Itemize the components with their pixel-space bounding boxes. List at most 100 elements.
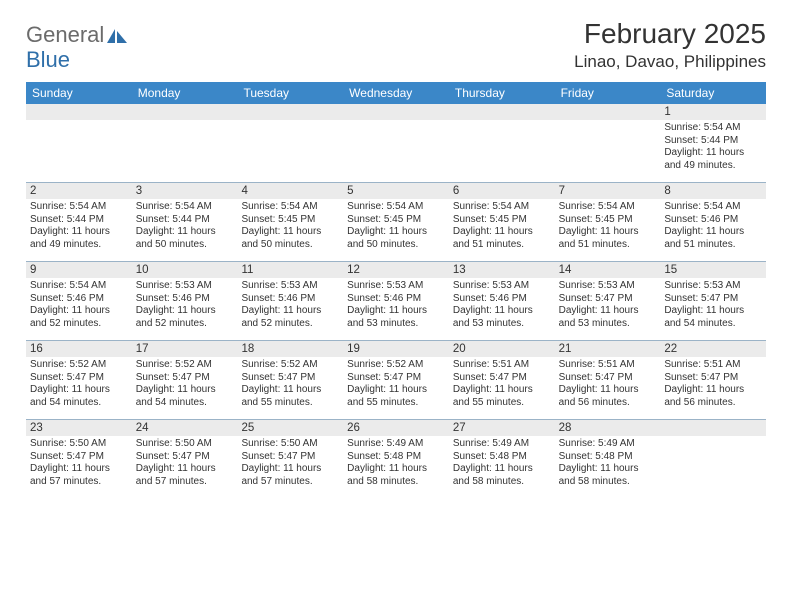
brand-logo: General Blue bbox=[26, 18, 128, 71]
day-number: 25 bbox=[237, 420, 343, 436]
daylight-text: Daylight: 11 hours and 53 minutes. bbox=[453, 305, 551, 330]
sunset-text: Sunset: 5:47 PM bbox=[664, 372, 762, 385]
day-number: 24 bbox=[132, 420, 238, 436]
daylight-text: Daylight: 11 hours and 57 minutes. bbox=[30, 463, 128, 488]
sunrise-text: Sunrise: 5:52 AM bbox=[347, 359, 445, 372]
weekday-header: Tuesday bbox=[237, 82, 343, 104]
logo-text-block: General Blue bbox=[26, 24, 128, 71]
title-block: February 2025 Linao, Davao, Philippines bbox=[574, 18, 766, 72]
calendar-day-cell: . bbox=[555, 104, 661, 182]
calendar-day-cell: 27Sunrise: 5:49 AMSunset: 5:48 PMDayligh… bbox=[449, 420, 555, 498]
sunset-text: Sunset: 5:48 PM bbox=[453, 451, 551, 464]
calendar-day-cell: . bbox=[343, 104, 449, 182]
daylight-text: Daylight: 11 hours and 49 minutes. bbox=[664, 147, 762, 172]
calendar-day-cell: 5Sunrise: 5:54 AMSunset: 5:45 PMDaylight… bbox=[343, 183, 449, 261]
day-number: 19 bbox=[343, 341, 449, 357]
daylight-text: Daylight: 11 hours and 50 minutes. bbox=[347, 226, 445, 251]
sunset-text: Sunset: 5:47 PM bbox=[664, 293, 762, 306]
weekday-header-row: Sunday Monday Tuesday Wednesday Thursday… bbox=[26, 82, 766, 104]
weekday-header: Monday bbox=[132, 82, 238, 104]
daylight-text: Daylight: 11 hours and 54 minutes. bbox=[30, 384, 128, 409]
sunrise-text: Sunrise: 5:50 AM bbox=[136, 438, 234, 451]
calendar-day-cell: 2Sunrise: 5:54 AMSunset: 5:44 PMDaylight… bbox=[26, 183, 132, 261]
day-number: 4 bbox=[237, 183, 343, 199]
sunset-text: Sunset: 5:47 PM bbox=[453, 372, 551, 385]
day-number: 12 bbox=[343, 262, 449, 278]
sunset-text: Sunset: 5:45 PM bbox=[559, 214, 657, 227]
calendar-week-row: 2 Sunrise: 5:54 AM Sunset: 5:44 PM Daylight… bbox=[26, 182, 766, 261]
sunset-text: Sunset: 5:48 PM bbox=[559, 451, 657, 464]
sunrise-text: Sunrise: 5:52 AM bbox=[241, 359, 339, 372]
day-number: . bbox=[26, 104, 132, 120]
sunset-text: Sunset: 5:47 PM bbox=[136, 372, 234, 385]
sunset-text: Sunset: 5:46 PM bbox=[136, 293, 234, 306]
day-number: 22 bbox=[660, 341, 766, 357]
sunrise-text: Sunrise: 5:54 AM bbox=[664, 201, 762, 214]
sunset-text: Sunset: 5:46 PM bbox=[30, 293, 128, 306]
sunset-text: Sunset: 5:44 PM bbox=[664, 135, 762, 148]
location-subtitle: Linao, Davao, Philippines bbox=[574, 52, 766, 72]
calendar-day-cell: 14Sunrise: 5:53 AMSunset: 5:47 PMDayligh… bbox=[555, 262, 661, 340]
month-year-title: February 2025 bbox=[574, 18, 766, 50]
calendar-day-cell: 4Sunrise: 5:54 AMSunset: 5:45 PMDaylight… bbox=[237, 183, 343, 261]
sunset-text: Sunset: 5:45 PM bbox=[241, 214, 339, 227]
day-number: 10 bbox=[132, 262, 238, 278]
calendar-day-cell: 8Sunrise: 5:54 AMSunset: 5:46 PMDaylight… bbox=[660, 183, 766, 261]
daylight-text: Daylight: 11 hours and 57 minutes. bbox=[136, 463, 234, 488]
day-number: 6 bbox=[449, 183, 555, 199]
day-number: . bbox=[555, 104, 661, 120]
sunset-text: Sunset: 5:46 PM bbox=[241, 293, 339, 306]
sunset-text: Sunset: 5:44 PM bbox=[30, 214, 128, 227]
sunset-text: Sunset: 5:47 PM bbox=[241, 372, 339, 385]
daylight-text: Daylight: 11 hours and 56 minutes. bbox=[664, 384, 762, 409]
weekday-header: Wednesday bbox=[343, 82, 449, 104]
day-number: 7 bbox=[555, 183, 661, 199]
daylight-text: Daylight: 11 hours and 53 minutes. bbox=[559, 305, 657, 330]
calendar-day-cell: 9Sunrise: 5:54 AMSunset: 5:46 PMDaylight… bbox=[26, 262, 132, 340]
sunset-text: Sunset: 5:47 PM bbox=[559, 293, 657, 306]
sunset-text: Sunset: 5:47 PM bbox=[559, 372, 657, 385]
daylight-text: Daylight: 11 hours and 51 minutes. bbox=[453, 226, 551, 251]
day-number: 2 bbox=[26, 183, 132, 199]
sunrise-text: Sunrise: 5:53 AM bbox=[241, 280, 339, 293]
sunset-text: Sunset: 5:46 PM bbox=[347, 293, 445, 306]
daylight-text: Daylight: 11 hours and 58 minutes. bbox=[453, 463, 551, 488]
sunrise-text: Sunrise: 5:54 AM bbox=[136, 201, 234, 214]
calendar-week-row: 9Sunrise: 5:54 AMSunset: 5:46 PMDaylight… bbox=[26, 261, 766, 340]
sunrise-text: Sunrise: 5:54 AM bbox=[347, 201, 445, 214]
calendar-day-cell: . bbox=[449, 104, 555, 182]
day-number: 17 bbox=[132, 341, 238, 357]
day-number: 15 bbox=[660, 262, 766, 278]
sunrise-text: Sunrise: 5:54 AM bbox=[559, 201, 657, 214]
day-number: 28 bbox=[555, 420, 661, 436]
day-number: . bbox=[449, 104, 555, 120]
day-number: 3 bbox=[132, 183, 238, 199]
daylight-text: Daylight: 11 hours and 58 minutes. bbox=[347, 463, 445, 488]
sunset-text: Sunset: 5:47 PM bbox=[347, 372, 445, 385]
sunrise-text: Sunrise: 5:51 AM bbox=[559, 359, 657, 372]
calendar-day-cell: . bbox=[132, 104, 238, 182]
sunrise-text: Sunrise: 5:54 AM bbox=[241, 201, 339, 214]
calendar-day-cell: 3Sunrise: 5:54 AMSunset: 5:44 PMDaylight… bbox=[132, 183, 238, 261]
day-number: 14 bbox=[555, 262, 661, 278]
daylight-text: Daylight: 11 hours and 51 minutes. bbox=[559, 226, 657, 251]
sunrise-text: Sunrise: 5:54 AM bbox=[664, 122, 762, 135]
sunset-text: Sunset: 5:46 PM bbox=[664, 214, 762, 227]
sunrise-text: Sunrise: 5:49 AM bbox=[453, 438, 551, 451]
day-number: 9 bbox=[26, 262, 132, 278]
sunrise-text: Sunrise: 5:50 AM bbox=[241, 438, 339, 451]
sunset-text: Sunset: 5:47 PM bbox=[30, 451, 128, 464]
daylight-text: Daylight: 11 hours and 52 minutes. bbox=[136, 305, 234, 330]
calendar-day-cell: 20Sunrise: 5:51 AMSunset: 5:47 PMDayligh… bbox=[449, 341, 555, 419]
day-number: 16 bbox=[26, 341, 132, 357]
header: General Blue February 2025 Linao, Davao,… bbox=[26, 18, 766, 72]
weekday-header: Sunday bbox=[26, 82, 132, 104]
calendar-day-cell: 11Sunrise: 5:53 AMSunset: 5:46 PMDayligh… bbox=[237, 262, 343, 340]
calendar-day-cell: . bbox=[660, 420, 766, 498]
day-number: 20 bbox=[449, 341, 555, 357]
calendar-day-cell: 16Sunrise: 5:52 AMSunset: 5:47 PMDayligh… bbox=[26, 341, 132, 419]
calendar-day-cell: 26Sunrise: 5:49 AMSunset: 5:48 PMDayligh… bbox=[343, 420, 449, 498]
calendar-day-cell: 28Sunrise: 5:49 AMSunset: 5:48 PMDayligh… bbox=[555, 420, 661, 498]
sunrise-text: Sunrise: 5:51 AM bbox=[453, 359, 551, 372]
calendar-week-row: ......1Sunrise: 5:54 AMSunset: 5:44 PMDa… bbox=[26, 104, 766, 182]
